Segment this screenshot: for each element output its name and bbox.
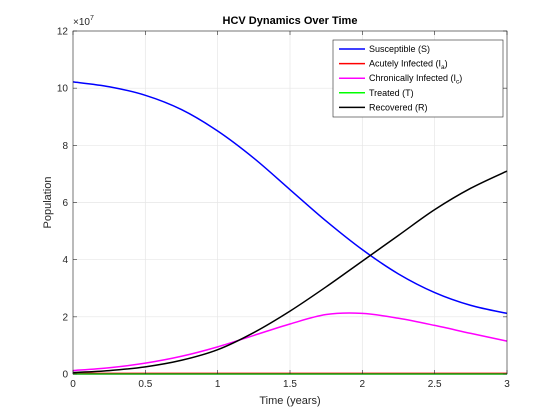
series-line-chronically-infected-ic [72, 312, 508, 372]
y-tick-label: 0 [62, 370, 68, 381]
x-tick-label: 0.5 [138, 379, 152, 390]
x-tick-label: 0 [70, 379, 76, 390]
legend: Susceptible (S) Acutely Infected (Ia)Chro… [332, 39, 504, 118]
y-axis-label: Population [42, 177, 54, 229]
legend-label-susceptible-s: Susceptible (S) [369, 44, 430, 54]
x-tick-label: 2.5 [428, 379, 442, 390]
x-tick-label: 3 [504, 379, 510, 390]
y-tick-label: 6 [62, 198, 68, 209]
y-tick-label: 2 [62, 312, 68, 323]
y-tick-label: 12 [57, 27, 69, 38]
chart-title: HCV Dynamics Over Time [223, 15, 358, 27]
legend-label-recovered-r: Recovered (R) [369, 102, 428, 112]
x-axis-label: Time (years) [259, 395, 320, 407]
x-tick-label: 1.5 [283, 379, 297, 390]
series-line-susceptible-s [72, 81, 508, 315]
legend-label-treated-t: Treated (T) [369, 88, 414, 98]
y-tick-label: 4 [62, 255, 68, 266]
y-axis-exponent: ×107 [73, 15, 94, 28]
y-tick-label: 8 [62, 141, 68, 152]
legend-label-chronically-infected-ic: Chronically Infected (Ic) [369, 73, 462, 86]
legend-label-acutely-infected-ia: Acutely Infected (Ia) [369, 59, 448, 72]
tick-layer: 0 0.5 1 1.5 2 2.5 3 0 2 4 6 8 10 12 [57, 27, 510, 391]
x-tick-label: 1 [215, 379, 221, 390]
y-tick-label: 10 [57, 84, 69, 95]
x-tick-label: 2 [360, 379, 366, 390]
series-line-recovered-r [72, 170, 508, 374]
